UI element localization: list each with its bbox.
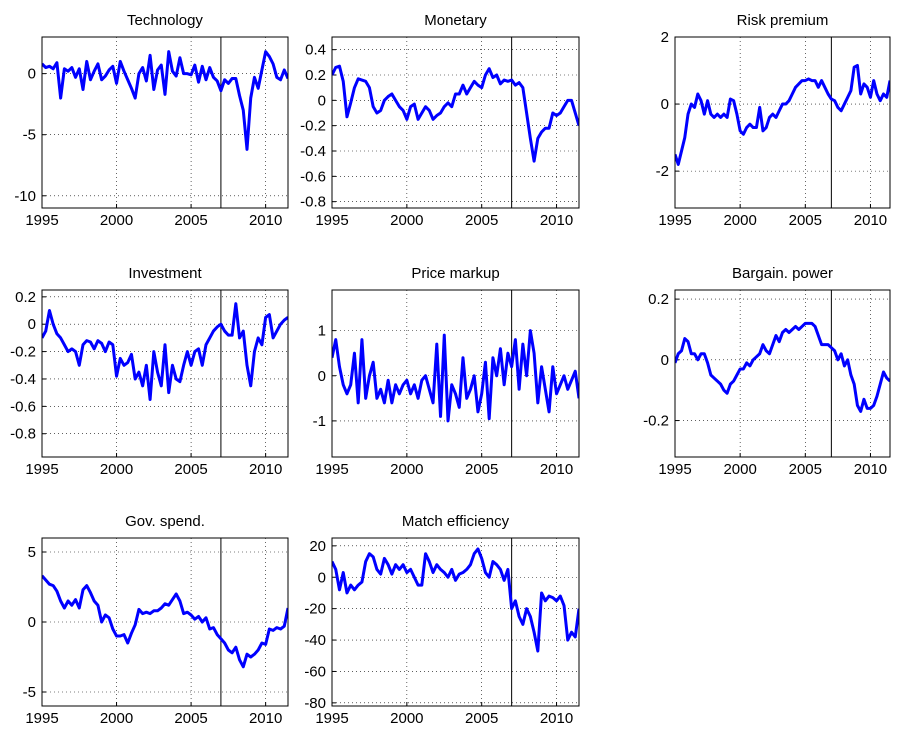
y-tick-label: -20 (304, 601, 326, 618)
y-tick-label: 20 (309, 538, 326, 555)
y-tick-label: -0.8 (300, 194, 326, 211)
x-tick-label: 2005 (465, 212, 498, 229)
y-tick-label: 0 (661, 96, 669, 113)
y-tick-label: 5 (28, 544, 36, 561)
x-tick-label: 2005 (174, 212, 207, 229)
y-tick-label: -80 (304, 695, 326, 712)
x-tick-label: 2010 (249, 710, 282, 727)
x-tick-label: 1995 (315, 710, 348, 727)
x-tick-label: 1995 (658, 461, 691, 478)
x-tick-label: 2000 (723, 461, 756, 478)
x-tick-label: 2010 (540, 461, 573, 478)
y-tick-label: 2 (661, 29, 669, 46)
y-tick-label: 0 (28, 614, 36, 631)
chart-title: Risk premium (737, 12, 829, 29)
y-tick-label: 0.4 (305, 42, 326, 59)
data-line (675, 64, 890, 166)
x-tick-label: 1995 (315, 461, 348, 478)
chart-title: Investment (128, 265, 202, 282)
y-tick-label: 0.2 (648, 291, 669, 308)
y-tick-label: -0.6 (10, 398, 36, 415)
x-tick-label: 1995 (315, 212, 348, 229)
y-tick-label: -0.4 (10, 371, 36, 388)
x-tick-label: 2010 (854, 212, 887, 229)
y-tick-label: -5 (23, 684, 36, 701)
x-tick-label: 2005 (465, 710, 498, 727)
plot-area (332, 538, 579, 706)
x-tick-label: 2010 (249, 461, 282, 478)
chart-title: Bargain. power (732, 265, 833, 282)
x-tick-label: 2005 (465, 461, 498, 478)
axes-box (41, 289, 289, 458)
y-tick-label: 0.2 (305, 67, 326, 84)
x-tick-label: 2010 (854, 461, 887, 478)
x-tick-label: 1995 (25, 212, 58, 229)
y-tick-label: 0 (28, 66, 36, 83)
x-tick-label: 2000 (390, 710, 423, 727)
y-tick-label: 0 (28, 316, 36, 333)
chart-title: Technology (127, 12, 203, 29)
axes-box (674, 289, 891, 458)
y-tick-label: -1 (313, 413, 326, 430)
chart-title: Monetary (424, 12, 487, 29)
x-tick-label: 2000 (100, 461, 133, 478)
x-tick-label: 2000 (100, 212, 133, 229)
plot-area (332, 37, 579, 208)
x-tick-label: 1995 (658, 212, 691, 229)
data-line (42, 574, 288, 669)
data-line (42, 50, 288, 151)
y-tick-label: -0.6 (300, 168, 326, 185)
y-tick-label: -0.4 (300, 143, 326, 160)
axes-box (331, 289, 580, 458)
x-tick-label: 2000 (100, 710, 133, 727)
axes-box (674, 36, 891, 209)
x-tick-label: 2010 (540, 212, 573, 229)
chart-title: Match efficiency (402, 513, 510, 530)
x-tick-label: 2005 (789, 461, 822, 478)
y-tick-label: -40 (304, 632, 326, 649)
y-tick-label: 0 (318, 92, 326, 109)
x-tick-label: 2005 (174, 710, 207, 727)
x-tick-label: 2000 (390, 461, 423, 478)
plot-area (675, 37, 890, 208)
x-tick-label: 2005 (174, 461, 207, 478)
y-tick-label: -2 (656, 163, 669, 180)
plot-area (675, 290, 890, 457)
chart-title: Gov. spend. (125, 513, 205, 530)
axes-box (41, 36, 289, 209)
data-line (332, 329, 579, 423)
data-line (675, 321, 890, 413)
x-tick-label: 2000 (390, 212, 423, 229)
axes-box (41, 537, 289, 707)
axes-box (331, 36, 580, 209)
data-line (332, 64, 579, 163)
x-tick-label: 1995 (25, 461, 58, 478)
x-tick-label: 2010 (249, 212, 282, 229)
y-tick-label: -0.2 (10, 344, 36, 361)
x-tick-label: 2000 (723, 212, 756, 229)
x-tick-label: 2010 (540, 710, 573, 727)
x-tick-label: 2005 (789, 212, 822, 229)
y-tick-label: 0 (318, 569, 326, 586)
data-line (332, 547, 579, 653)
y-tick-label: -60 (304, 663, 326, 680)
chart-title: Price markup (411, 265, 499, 282)
data-line (42, 302, 288, 402)
axes-box (331, 537, 580, 707)
y-tick-label: 1 (318, 323, 326, 340)
plot-area (42, 37, 288, 208)
y-tick-label: 0 (318, 368, 326, 385)
x-tick-label: 1995 (25, 710, 58, 727)
y-tick-label: -5 (23, 127, 36, 144)
y-tick-label: -0.2 (643, 413, 669, 430)
y-tick-label: 0 (661, 352, 669, 369)
y-tick-label: -0.8 (10, 426, 36, 443)
y-tick-label: -10 (14, 188, 36, 205)
y-tick-label: 0.2 (15, 289, 36, 306)
y-tick-label: -0.2 (300, 118, 326, 135)
